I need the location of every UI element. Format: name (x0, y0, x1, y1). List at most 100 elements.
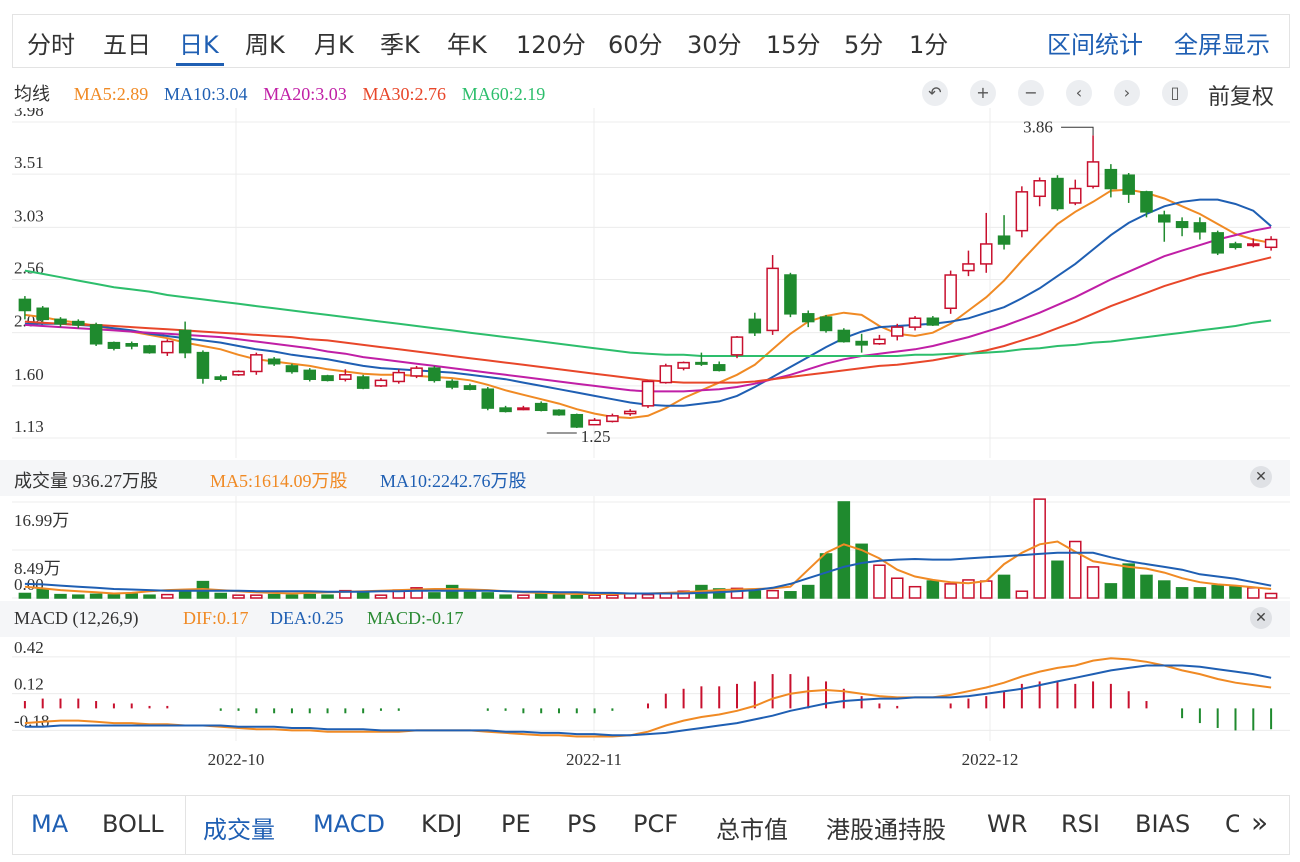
candle-body (517, 407, 530, 411)
candle-body (178, 329, 192, 354)
chevron-left-icon[interactable]: ‹ (1066, 80, 1092, 106)
volume-bar (374, 594, 388, 599)
candle-body (143, 345, 156, 354)
volume-ma10-line (24, 551, 1272, 595)
interval-stats-link[interactable]: 区间统计 (1047, 31, 1143, 59)
undo-icon[interactable]: ↶ (922, 80, 948, 106)
macd-tick-label: -0.18 (14, 711, 49, 730)
indicator-tab-hk-connect[interactable]: 港股通持股 (826, 816, 946, 844)
volume-bar (1175, 587, 1189, 599)
volume-bar (178, 590, 192, 599)
volume-bar (766, 589, 779, 599)
price-tick-label: 2.56 (14, 258, 44, 277)
candle-body (1122, 174, 1135, 195)
tab-yearly-k[interactable]: 年K (447, 31, 487, 59)
indicator-tab-boll[interactable]: BOLL (102, 810, 164, 838)
volume-bar (303, 593, 317, 599)
candle-body (1264, 238, 1278, 249)
ma-legend: 均线 MA5:2.89 MA10:3.04 MA20:3.03 MA30:2.7… (14, 80, 555, 106)
candle-body (534, 402, 548, 412)
volume-bar (250, 594, 263, 599)
candle-body (712, 364, 726, 372)
indicator-tab-rsi[interactable]: RSI (1061, 810, 1100, 838)
macd-dif: DIF:0.17 (183, 608, 249, 628)
tab-wuri[interactable]: 五日 (103, 31, 151, 59)
minus-icon[interactable]: − (1018, 80, 1044, 106)
candle-body (1247, 243, 1260, 247)
volume-bar (214, 592, 228, 599)
indicator-tab-kdj[interactable]: KDJ (421, 810, 463, 838)
candle-body (303, 369, 317, 380)
indicator-tab-wr[interactable]: WR (987, 810, 1028, 838)
plus-icon[interactable]: + (970, 80, 996, 106)
tab-monthly-k[interactable]: 月K (314, 31, 354, 59)
indicator-tab-macd[interactable]: MACD (313, 810, 385, 838)
indicator-tab-market-cap[interactable]: 总市值 (716, 816, 788, 844)
indicator-tab-ps[interactable]: PS (567, 810, 597, 838)
close-volume-icon[interactable]: ✕ (1250, 466, 1272, 488)
ma30-legend: MA30:2.76 (362, 84, 446, 104)
candle-icon[interactable]: ▯ (1162, 80, 1188, 106)
candle-body (748, 318, 762, 334)
volume-bar (339, 589, 352, 599)
ma20-legend: MA20:3.03 (263, 84, 347, 104)
macd-dea: DEA:0.25 (270, 608, 344, 628)
indicator-tab-pe[interactable]: PE (501, 810, 531, 838)
volume-bar (1193, 587, 1207, 599)
candle-body (1229, 243, 1242, 249)
volume-bar (107, 594, 121, 599)
candle-body (463, 385, 477, 390)
candle-body (285, 365, 299, 373)
candle-body (926, 317, 940, 326)
indicator-divider (185, 796, 186, 854)
candle-body (499, 407, 512, 413)
tab-weekly-k[interactable]: 周K (245, 31, 285, 59)
date-tick-label: 2022-12 (962, 750, 1019, 769)
more-tabs-icon[interactable]: » (1251, 806, 1269, 839)
tab-30min[interactable]: 30分 (687, 31, 742, 59)
candle-body (410, 367, 423, 377)
high-marker-line (1061, 126, 1094, 136)
close-macd-icon[interactable]: ✕ (1250, 607, 1272, 629)
volume-bar (926, 580, 940, 599)
candle-body (1068, 187, 1082, 204)
tab-1min[interactable]: 1分 (909, 31, 949, 59)
volume-label: 成交量 936.27万股 (14, 471, 158, 491)
chevron-right-icon[interactable]: › (1114, 80, 1140, 106)
candle-body (659, 365, 673, 384)
volume-bar (908, 585, 922, 599)
active-tab-underline (176, 63, 224, 66)
date-tick-label: 2022-11 (566, 750, 622, 769)
candle-body (766, 267, 779, 332)
candle-body (267, 358, 281, 365)
price-tick-label: 1.60 (14, 365, 44, 384)
fullscreen-link[interactable]: 全屏显示 (1174, 31, 1270, 59)
tab-120min[interactable]: 120分 (516, 31, 586, 59)
candle-body (552, 409, 566, 416)
indicator-tab-volume[interactable]: 成交量 (203, 816, 275, 844)
volume-bar (677, 590, 690, 599)
tab-60min[interactable]: 60分 (608, 31, 663, 59)
tab-15min[interactable]: 15分 (766, 31, 821, 59)
indicator-tab-ma[interactable]: MA (31, 810, 69, 838)
volume-bar (1122, 563, 1135, 599)
candle-body (979, 243, 993, 265)
candle-body (321, 375, 334, 382)
tab-5min[interactable]: 5分 (844, 31, 884, 59)
candle-body (962, 263, 975, 272)
indicator-tab-bias[interactable]: BIAS (1135, 810, 1191, 838)
candle-body (730, 336, 744, 356)
candle-body (72, 320, 85, 326)
candle-body (1158, 214, 1171, 223)
tab-fenshi[interactable]: 分时 (27, 31, 75, 59)
adjust-mode-label[interactable]: 前复权 (1208, 85, 1275, 110)
tab-quarterly-k[interactable]: 季K (380, 31, 420, 59)
tab-daily-k[interactable]: 日K (179, 31, 219, 59)
indicator-tab-overflow[interactable]: C (1225, 810, 1239, 838)
candle-body (125, 343, 138, 347)
candle-body (570, 413, 584, 428)
volume-bar (1086, 566, 1100, 599)
volume-bar (1229, 585, 1242, 599)
candle-body (695, 361, 708, 365)
indicator-tab-pcf[interactable]: PCF (633, 810, 679, 838)
